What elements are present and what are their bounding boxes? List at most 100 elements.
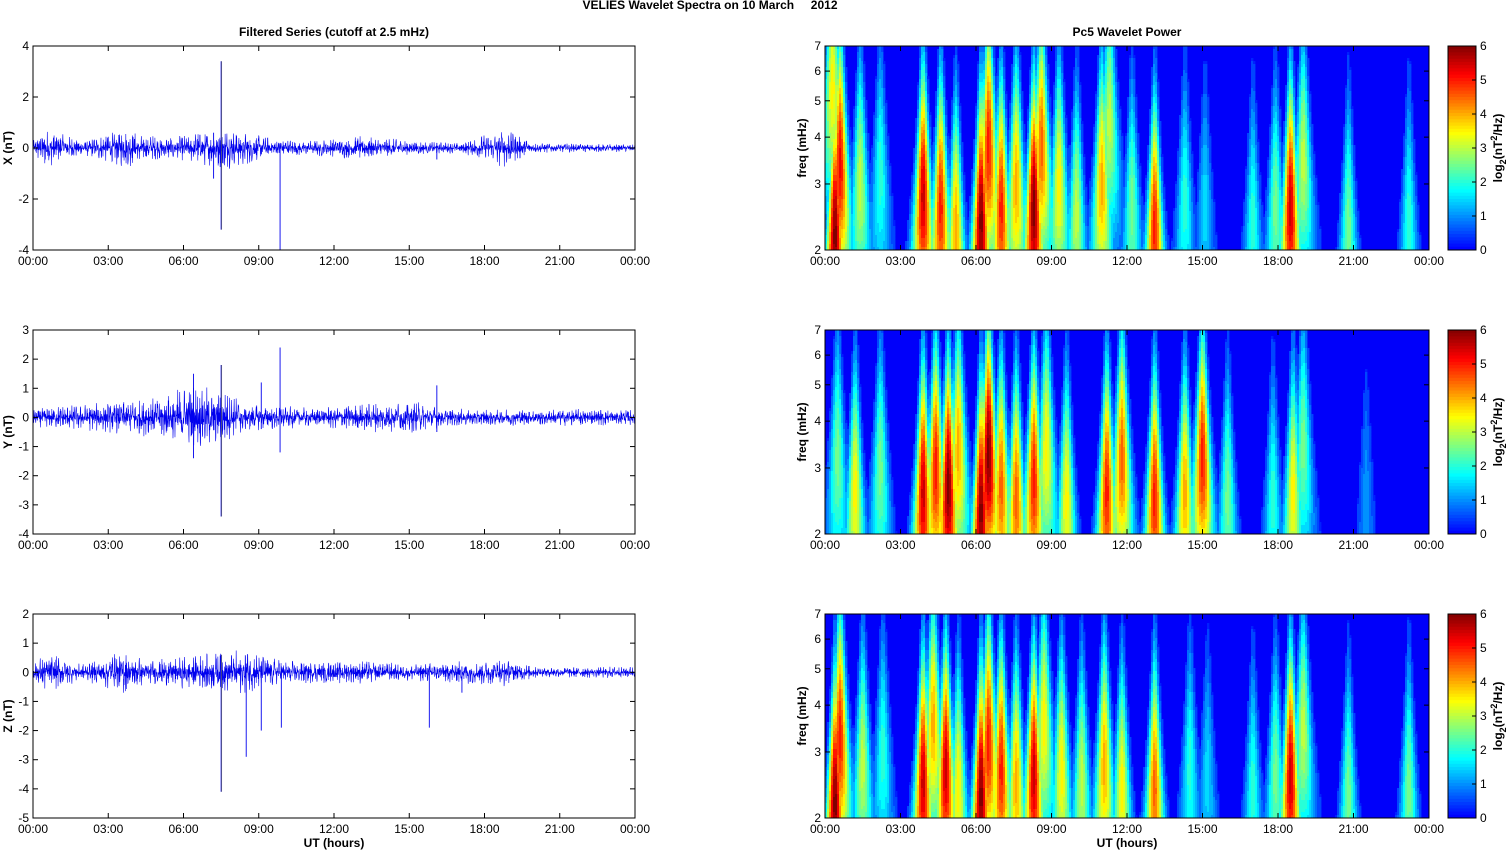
heatmap-cell [939, 52, 943, 55]
heatmap-cell [939, 106, 943, 109]
heatmap-cell [993, 70, 995, 73]
heatmap-cell [1065, 136, 1067, 139]
heatmap-cell [979, 91, 985, 94]
heatmap-cell [1293, 64, 1295, 67]
heatmap-cell [1067, 157, 1071, 160]
heatmap-cell [1189, 136, 1191, 139]
heatmap-cell [979, 76, 985, 79]
heatmap-cell [1075, 85, 1079, 88]
heatmap-cell [939, 61, 943, 64]
heatmap-cell [979, 151, 983, 154]
heatmap-cell [1107, 70, 1111, 73]
heatmap-cell [957, 76, 959, 79]
heatmap-cell [887, 145, 889, 148]
heatmap-cell [1251, 115, 1255, 118]
heatmap-cell [1063, 100, 1065, 103]
heatmap-cell [1257, 151, 1259, 154]
heatmap-cell [865, 100, 867, 103]
heatmap-cell [1157, 94, 1159, 97]
heatmap-cell [1203, 148, 1207, 151]
heatmap-cell [879, 88, 883, 91]
heatmap-cell [979, 58, 985, 61]
heatmap-cell [957, 79, 959, 82]
heatmap-cell [1251, 94, 1255, 97]
heatmap-cell [1021, 115, 1023, 118]
heatmap-cell [1291, 46, 1293, 49]
heatmap-cell [879, 52, 883, 55]
heatmap-cell [1273, 88, 1277, 91]
heatmap-cell [1293, 91, 1295, 94]
heatmap-cell [979, 124, 983, 127]
heatmap-cell [847, 115, 849, 118]
heatmap-cell [1307, 58, 1309, 61]
heatmap-cell [1277, 70, 1279, 73]
heatmap-cell [921, 142, 925, 145]
y-tick-label: -2 [18, 192, 29, 206]
heatmap-cell [1107, 133, 1111, 136]
heatmap-cell [1159, 124, 1161, 127]
heatmap-cell [1047, 85, 1049, 88]
heatmap-cell [859, 154, 863, 157]
y-tick-label: -1 [18, 694, 29, 708]
heatmap-cell [979, 130, 983, 133]
heatmap-cell [1183, 154, 1187, 157]
heatmap-cell [1119, 121, 1121, 124]
heatmap-cell [1413, 139, 1415, 142]
heatmap-cell [1121, 139, 1123, 142]
heatmap-cell [1309, 109, 1311, 112]
heatmap-cell [845, 88, 847, 91]
heatmap-cell [1003, 64, 1005, 67]
heatmap-cell [1413, 154, 1415, 157]
heatmap-cell [1251, 103, 1255, 106]
heatmap-cell [1133, 58, 1135, 61]
heatmap-cell [1301, 58, 1305, 61]
heatmap-cell [1075, 100, 1079, 103]
heatmap-cell [925, 70, 927, 73]
heatmap-cell [1207, 97, 1209, 100]
heatmap-cell [945, 118, 947, 121]
heatmap-cell [863, 94, 865, 97]
heatmap-cell [1411, 100, 1413, 103]
heatmap-cell [1313, 151, 1315, 154]
heatmap-cell [1153, 73, 1157, 76]
heatmap-cell [1133, 91, 1135, 94]
heatmap-cell [1203, 142, 1207, 145]
heatmap-cell [993, 58, 995, 61]
heatmap-cell [1119, 112, 1121, 115]
heatmap-cell [925, 52, 927, 55]
heatmap-cell [1155, 70, 1157, 73]
heatmap-cell [1209, 145, 1211, 148]
heatmap-cell [1307, 85, 1309, 88]
heatmap-cell [1021, 97, 1023, 100]
heatmap-cell [1049, 94, 1051, 97]
heatmap-cell [1023, 124, 1025, 127]
heatmap-cell [929, 133, 931, 136]
heatmap-cell [847, 121, 849, 124]
heatmap-cell [1047, 82, 1049, 85]
heatmap-cell [943, 82, 945, 85]
heatmap-cell [927, 76, 929, 79]
heatmap-cell [1155, 52, 1157, 55]
heatmap-cell [1107, 52, 1111, 55]
heatmap-cell [1311, 139, 1313, 142]
heatmap-cell [883, 61, 885, 64]
heatmap-cell [883, 85, 885, 88]
heatmap-cell [941, 55, 943, 58]
heatmap-cell [1273, 118, 1277, 121]
heatmap-cell [1307, 73, 1309, 76]
heatmap-cell [943, 91, 945, 94]
heatmap-cell [1293, 94, 1295, 97]
heatmap-cell [1251, 85, 1255, 88]
heatmap-cell [865, 124, 867, 127]
heatmap-cell [1187, 94, 1189, 97]
heatmap-cell [1407, 151, 1411, 154]
heatmap-cell [921, 73, 925, 76]
heatmap-cell [1301, 133, 1305, 136]
heatmap-cell [1183, 52, 1187, 55]
heatmap-cell [1347, 127, 1351, 130]
heatmap-cell [885, 130, 887, 133]
heatmap-cell [993, 49, 995, 52]
heatmap-cell [885, 127, 887, 130]
heatmap-cell [1203, 136, 1207, 139]
heatmap-cell [945, 115, 947, 118]
